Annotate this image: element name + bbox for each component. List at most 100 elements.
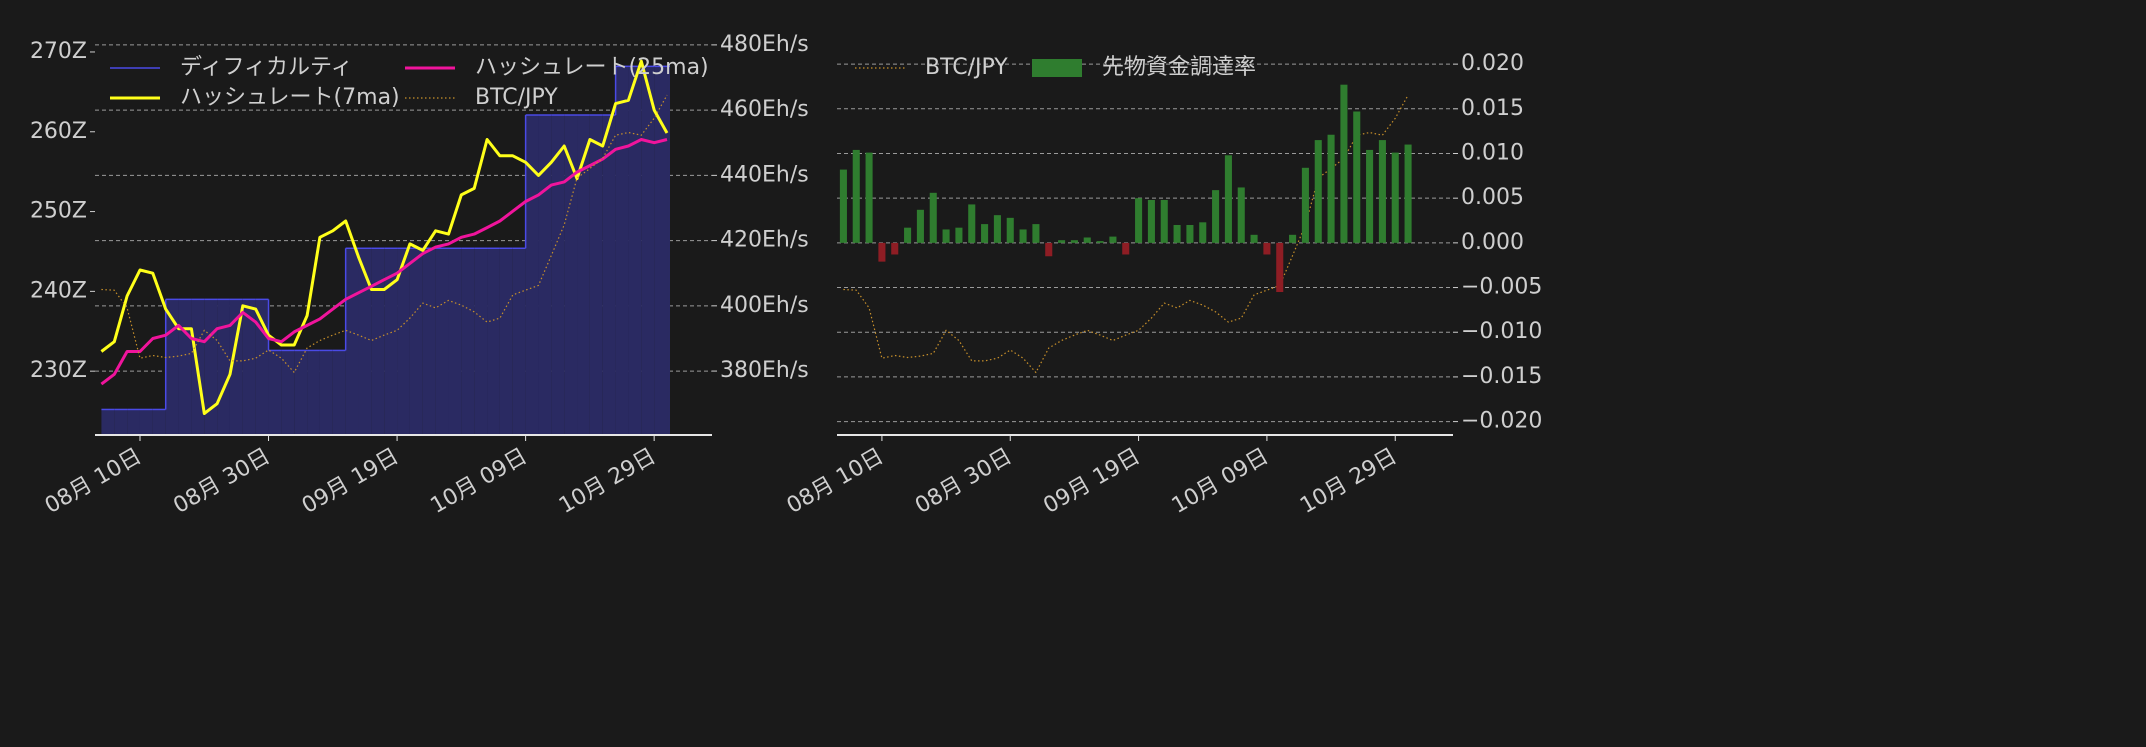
- bar: [955, 227, 963, 243]
- step-area: [229, 299, 243, 435]
- y-tick-label: 420Eh/s: [720, 228, 809, 253]
- y-tick-label: 250Z: [30, 199, 87, 224]
- bar: [1006, 217, 1014, 243]
- step-area: [435, 248, 449, 435]
- bar: [993, 215, 1001, 243]
- step-area: [217, 299, 230, 435]
- step-area: [319, 350, 333, 435]
- legend-label: 先物資金調達率: [1102, 55, 1256, 80]
- bar: [1160, 199, 1168, 243]
- step-area: [114, 409, 128, 435]
- y-tick-label: 0.020: [1461, 51, 1524, 76]
- step-area: [654, 66, 668, 435]
- legend-label: BTC/JPY: [925, 55, 1008, 80]
- bar: [1173, 224, 1181, 243]
- y-tick-label: 0.000: [1461, 230, 1524, 255]
- y-tick-label: 230Z: [30, 358, 87, 383]
- bar: [1340, 84, 1348, 243]
- bar: [891, 242, 899, 255]
- y-tick-label: 270Z: [30, 39, 87, 64]
- bar: [1391, 152, 1399, 243]
- y-tick-label: −0.010: [1461, 319, 1542, 344]
- step-area: [101, 409, 115, 435]
- legend-label: ハッシュレート(25ma): [475, 55, 709, 80]
- y-tick-label: 400Eh/s: [720, 293, 809, 318]
- y-tick-label: 380Eh/s: [720, 358, 809, 383]
- bar: [1058, 240, 1066, 243]
- bar: [1314, 140, 1322, 243]
- step-area: [667, 66, 671, 435]
- bar: [1199, 222, 1207, 243]
- step-area: [487, 248, 500, 435]
- step-area: [397, 248, 410, 435]
- series-line: [100, 138, 668, 386]
- y-tick-label: 0.010: [1461, 140, 1524, 165]
- legend-label: BTC/JPY: [475, 85, 558, 110]
- y-tick-label: 240Z: [30, 278, 87, 303]
- bar: [1109, 236, 1117, 243]
- step-area: [152, 409, 166, 435]
- step-area: [204, 299, 218, 435]
- step-area: [448, 248, 462, 435]
- bar: [1096, 241, 1104, 243]
- bar: [904, 227, 912, 243]
- bar: [1147, 199, 1155, 243]
- y-tick-label: 480Eh/s: [720, 32, 809, 57]
- step-area: [615, 66, 629, 435]
- y-tick-label: 260Z: [30, 119, 87, 144]
- bar: [1045, 242, 1053, 257]
- step-area: [461, 248, 475, 435]
- bar: [1135, 198, 1143, 243]
- bar: [1032, 224, 1040, 243]
- bar: [929, 192, 937, 243]
- step-area: [538, 115, 552, 435]
- bar: [1301, 167, 1309, 243]
- y-tick-label: 460Eh/s: [720, 97, 809, 122]
- bar: [1404, 144, 1412, 243]
- bar: [1263, 242, 1271, 255]
- legend-label: ハッシュレート(7ma): [180, 85, 400, 110]
- step-area: [474, 248, 488, 435]
- y-tick-label: 0.005: [1461, 185, 1524, 210]
- step-area: [345, 248, 359, 435]
- bar: [1276, 242, 1284, 293]
- bar: [1212, 190, 1220, 243]
- bar: [1237, 187, 1245, 243]
- step-area: [589, 115, 603, 435]
- series-line: [843, 94, 1409, 374]
- bar: [1186, 224, 1194, 243]
- y-tick-label: −0.015: [1461, 364, 1542, 389]
- bar: [1083, 237, 1091, 243]
- legend-label: ディフィカルティ: [180, 55, 353, 80]
- step-area: [628, 66, 642, 435]
- step-area: [409, 248, 423, 435]
- step-area: [551, 115, 565, 435]
- y-tick-label: −0.020: [1461, 409, 1542, 434]
- step-area: [139, 409, 153, 435]
- step-area: [512, 248, 526, 435]
- y-tick-label: 0.015: [1461, 96, 1524, 121]
- step-area: [641, 66, 655, 435]
- bar: [981, 224, 989, 243]
- bar: [852, 149, 860, 243]
- bar: [878, 242, 886, 262]
- series-line: [100, 59, 669, 415]
- step-area: [242, 299, 256, 435]
- bar: [1378, 140, 1386, 243]
- legend-swatch: [1032, 59, 1082, 77]
- bar: [1224, 155, 1232, 243]
- step-area: [577, 115, 590, 435]
- bar: [968, 204, 976, 243]
- step-area: [384, 248, 398, 435]
- bar: [1289, 234, 1297, 243]
- step-area: [127, 409, 140, 435]
- y-tick-label: 440Eh/s: [720, 162, 809, 187]
- step-area: [422, 248, 436, 435]
- step-area: [281, 350, 295, 435]
- bar: [916, 209, 924, 243]
- bar: [1366, 149, 1374, 243]
- step-area: [332, 350, 346, 435]
- step-area: [358, 248, 372, 435]
